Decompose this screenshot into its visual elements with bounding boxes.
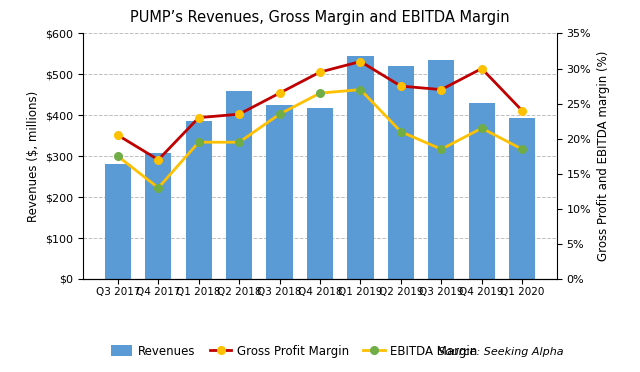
Bar bbox=[266, 105, 292, 279]
Gross Profit Margin bbox=[438, 87, 445, 92]
Line: Gross Profit Margin: Gross Profit Margin bbox=[114, 58, 526, 164]
Gross Profit Margin bbox=[276, 91, 284, 95]
Bar bbox=[307, 108, 333, 279]
EBITDA Margin bbox=[114, 154, 122, 158]
EBITDA Margin bbox=[438, 147, 445, 151]
Bar bbox=[186, 121, 212, 279]
EBITDA Margin bbox=[316, 91, 324, 95]
Bar bbox=[348, 56, 374, 279]
Gross Profit Margin bbox=[356, 59, 364, 64]
Bar bbox=[428, 60, 454, 279]
Gross Profit Margin bbox=[478, 66, 486, 71]
Bar bbox=[388, 66, 414, 279]
Gross Profit Margin bbox=[236, 112, 243, 116]
EBITDA Margin bbox=[276, 112, 284, 116]
EBITDA Margin bbox=[356, 87, 364, 92]
Bar bbox=[105, 164, 131, 279]
Bar bbox=[509, 118, 535, 279]
Gross Profit Margin bbox=[114, 133, 122, 137]
Gross Profit Margin bbox=[195, 115, 202, 120]
Y-axis label: Gross Profit and EBITDA margin (%): Gross Profit and EBITDA margin (%) bbox=[597, 51, 610, 262]
EBITDA Margin bbox=[195, 140, 202, 144]
Gross Profit Margin bbox=[154, 157, 162, 162]
Gross Profit Margin bbox=[518, 108, 526, 113]
Y-axis label: Revenues ($, millions): Revenues ($, millions) bbox=[27, 91, 40, 222]
Legend: Revenues, Gross Profit Margin, EBITDA Margin: Revenues, Gross Profit Margin, EBITDA Ma… bbox=[106, 340, 483, 362]
Title: PUMP’s Revenues, Gross Margin and EBITDA Margin: PUMP’s Revenues, Gross Margin and EBITDA… bbox=[130, 10, 510, 25]
EBITDA Margin bbox=[397, 129, 404, 134]
Text: Source: Seeking Alpha: Source: Seeking Alpha bbox=[438, 347, 563, 357]
Bar bbox=[468, 103, 495, 279]
Bar bbox=[226, 91, 252, 279]
Line: EBITDA Margin: EBITDA Margin bbox=[114, 86, 526, 192]
EBITDA Margin bbox=[518, 147, 526, 151]
Bar bbox=[145, 153, 172, 279]
EBITDA Margin bbox=[236, 140, 243, 144]
EBITDA Margin bbox=[154, 186, 162, 190]
Gross Profit Margin bbox=[397, 84, 404, 88]
Gross Profit Margin bbox=[316, 70, 324, 74]
EBITDA Margin bbox=[478, 126, 486, 131]
